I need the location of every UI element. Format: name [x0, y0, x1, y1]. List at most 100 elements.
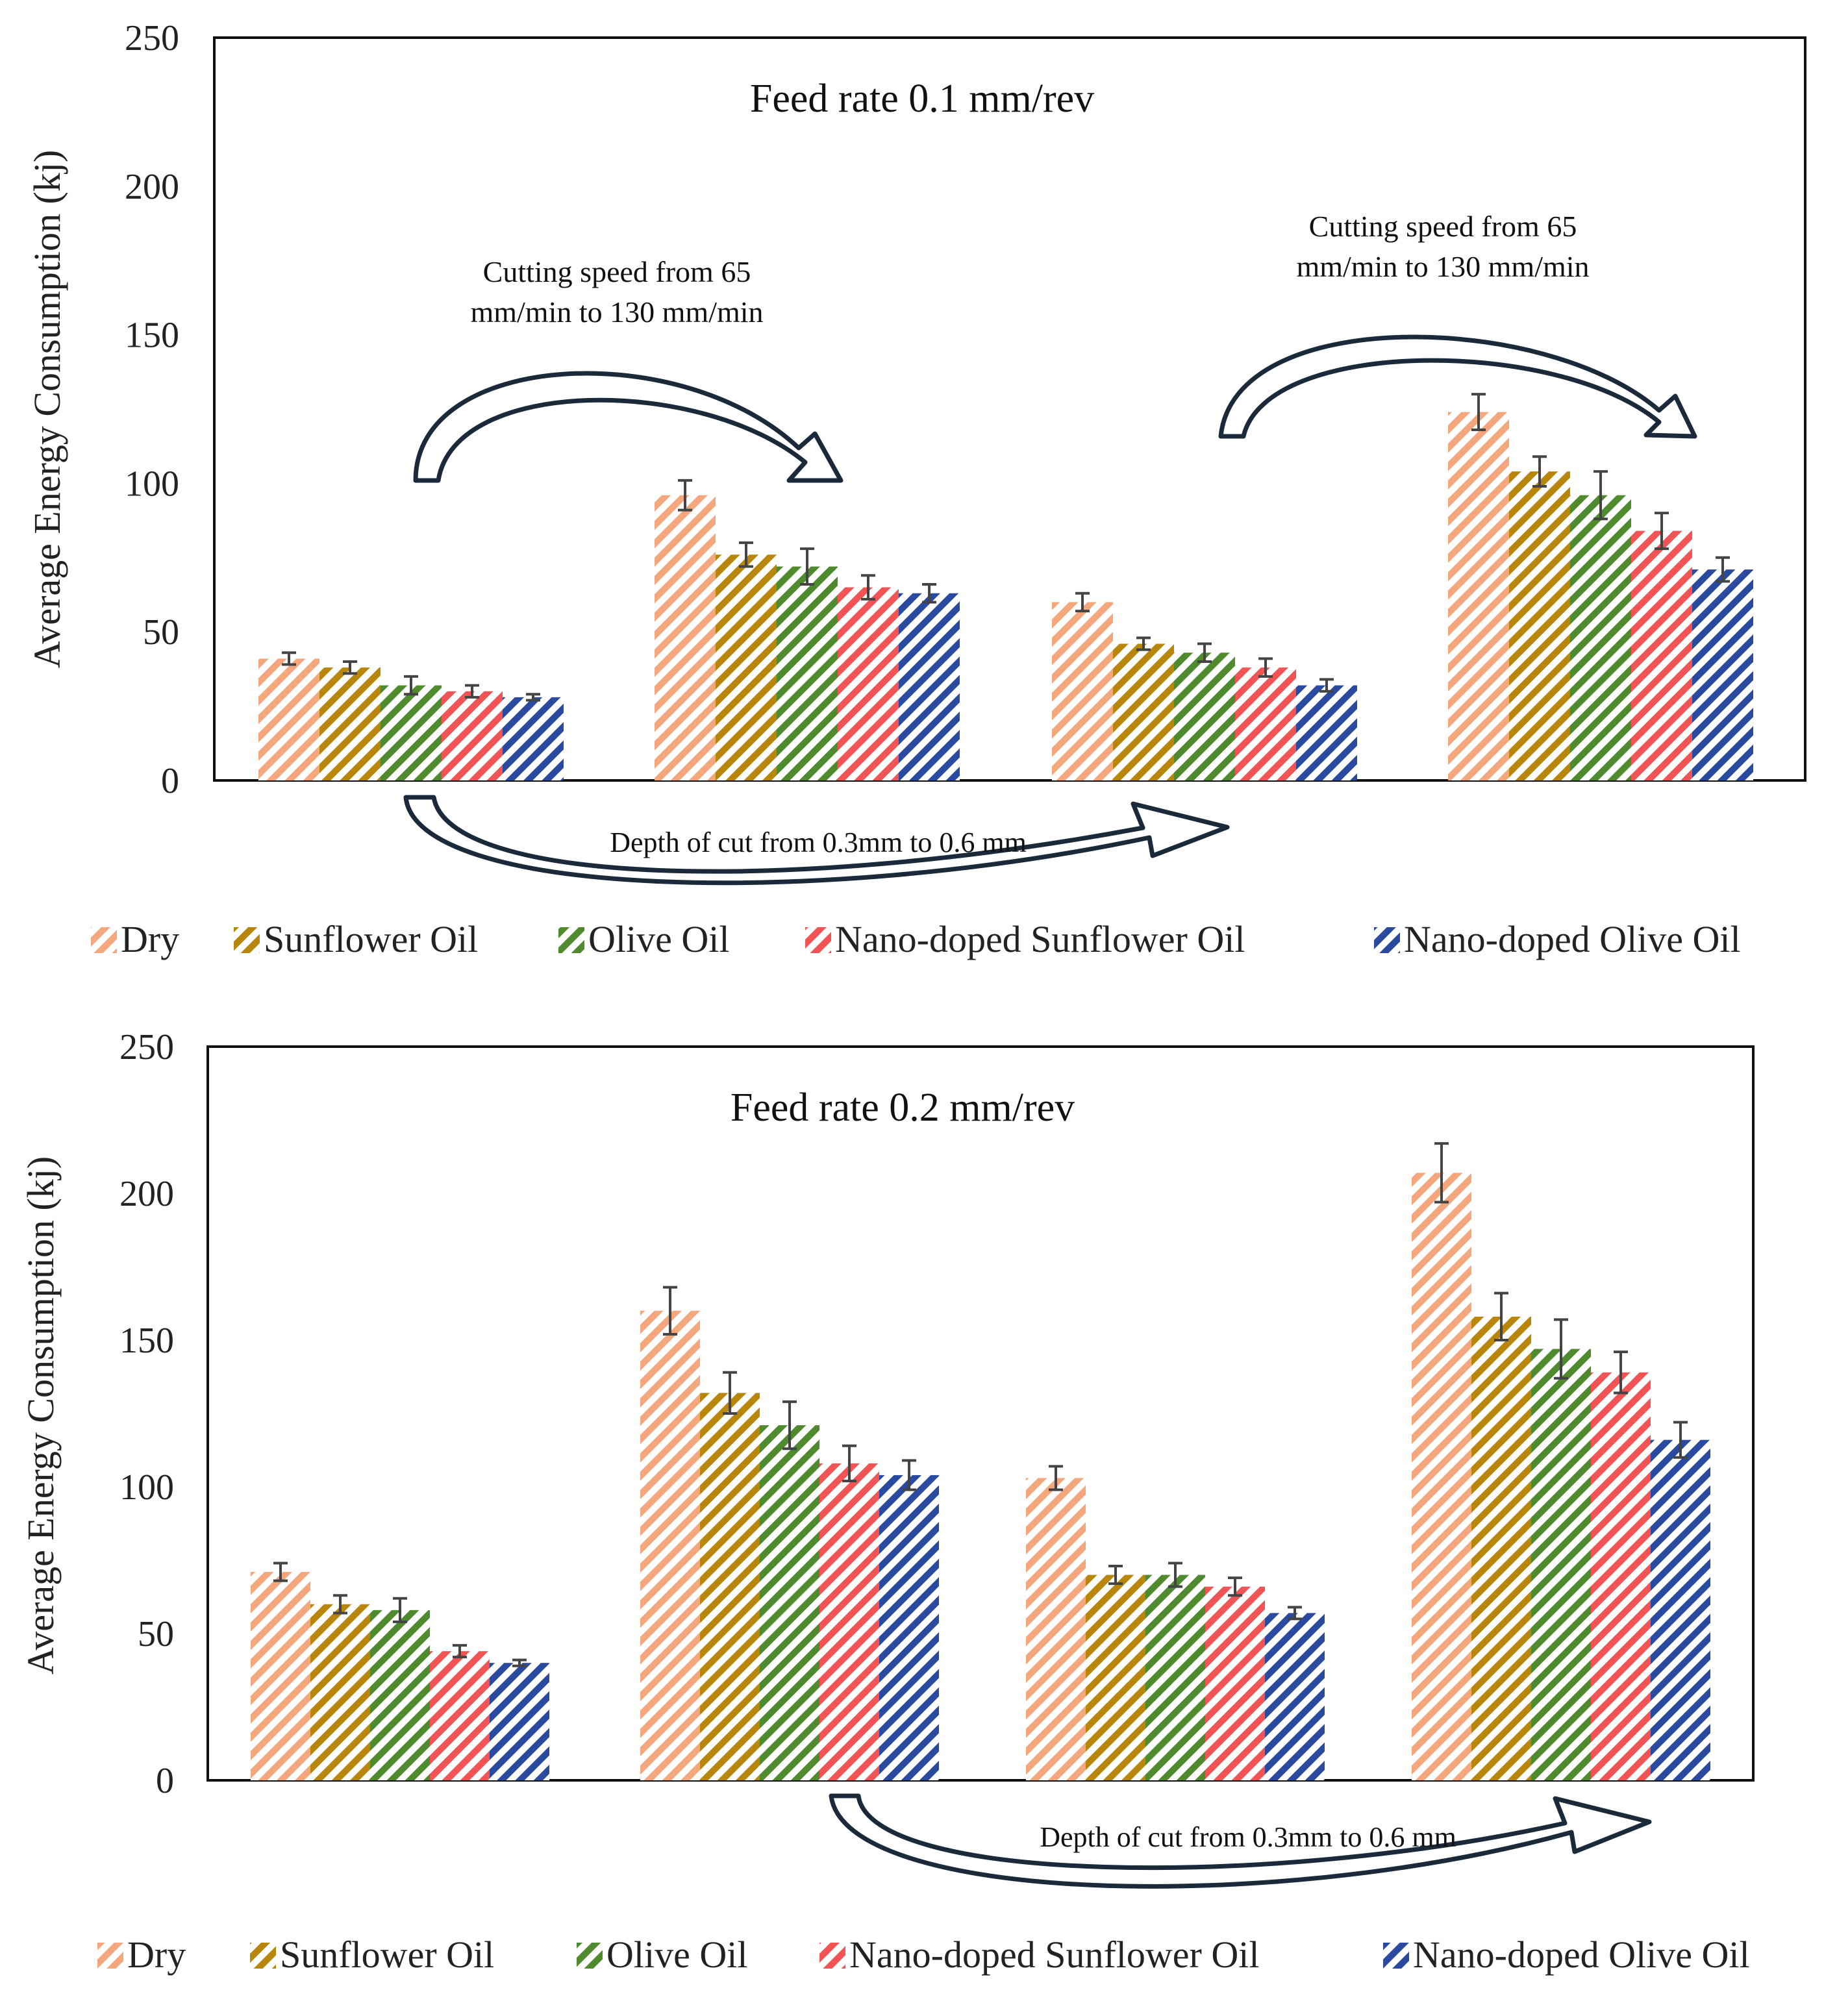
bar-nano-doped-olive-oil-group-3: [1265, 1613, 1325, 1780]
error-bar-dry-group-4: [1434, 1142, 1449, 1204]
y-tick-150: 150: [125, 316, 179, 356]
legend-label-sunflower-oil: Sunflower Oil: [264, 918, 478, 960]
error-bars-group: [282, 393, 1730, 702]
legend-label-sunflower-oil: Sunflower Oil: [280, 1934, 494, 1976]
error-bar-dry-group-1: [273, 1562, 288, 1582]
legend-label-dry: Dry: [127, 1934, 186, 1976]
error-bar-nano-doped-olive-oil-group-3: [1319, 678, 1334, 693]
legend-swatch-dry: [91, 927, 117, 953]
bar-nano-doped-olive-oil-group-4: [1651, 1439, 1710, 1780]
error-bar-dry-group-2: [663, 1286, 677, 1336]
legend-swatch-nano-doped-sunflower-oil: [819, 1943, 845, 1969]
error-bar-olive-oil-group-1: [393, 1597, 407, 1623]
legend-swatch-nano-doped-sunflower-oil: [805, 927, 831, 953]
bar-nano-doped-olive-oil-group-1: [490, 1663, 549, 1780]
legend-item-nano-doped-olive-oil: Nano-doped Olive Oil: [1383, 1934, 1750, 1976]
curved-arrow-depth: [829, 1793, 1652, 1889]
error-bar-nano-doped-sunflower-oil-group-4: [1655, 512, 1669, 551]
curved-arrow-speed-1: [413, 371, 844, 483]
error-bar-dry-group-4: [1471, 393, 1486, 432]
y-tick-labels: 0 50 100 150 200 250: [125, 18, 179, 801]
bar-sunflower-oil-group-2: [716, 554, 777, 780]
bar-sunflower-oil-group-1: [319, 667, 381, 780]
chart-feed-0-2: 0 50 100 150 200 250 Feed rate 0.2 mm/rev Ave…: [19, 1027, 1755, 1976]
error-bar-nano-doped-sunflower-oil-group-2: [842, 1444, 856, 1482]
bar-sunflower-oil-group-1: [310, 1604, 370, 1780]
annotation-depth-text: Depth of cut from 0.3mm to 0.6 mm: [610, 827, 1027, 858]
bar-dry-group-2: [640, 1310, 700, 1780]
bar-dry-group-1: [251, 1572, 310, 1780]
bar-sunflower-oil-group-4: [1509, 471, 1570, 780]
bar-dry-group-3: [1026, 1478, 1086, 1780]
chart-title: Feed rate 0.1 mm/rev: [750, 77, 1094, 121]
error-bar-sunflower-oil-group-1: [333, 1594, 347, 1615]
legend-swatch-dry: [97, 1943, 123, 1969]
error-bar-nano-doped-olive-oil-group-1: [526, 693, 540, 702]
bar-olive-oil-group-2: [777, 566, 838, 780]
error-bar-sunflower-oil-group-4: [1494, 1291, 1508, 1341]
bars-group: [258, 412, 1753, 780]
bar-dry-group-3: [1052, 602, 1113, 780]
bar-dry-group-4: [1448, 412, 1509, 780]
error-bar-sunflower-oil-group-2: [723, 1371, 737, 1415]
bar-dry-group-4: [1412, 1173, 1471, 1780]
annotation-depth-text: Depth of cut from 0.3mm to 0.6 mm: [1040, 1821, 1456, 1853]
error-bar-nano-doped-sunflower-oil-group-3: [1228, 1576, 1242, 1597]
legend-label-nano-doped-sunflower-oil: Nano-doped Sunflower Oil: [835, 918, 1245, 960]
bar-dry-group-1: [258, 658, 319, 780]
error-bar-nano-doped-olive-oil-group-3: [1288, 1606, 1302, 1621]
error-bar-sunflower-oil-group-4: [1532, 455, 1547, 488]
bar-olive-oil-group-4: [1570, 495, 1631, 780]
bar-olive-oil-group-4: [1531, 1349, 1591, 1780]
error-bars-group: [273, 1142, 1688, 1667]
annotation-speed-1-line-1: Cutting speed from 65: [483, 255, 751, 288]
y-tick-50: 50: [138, 1614, 174, 1654]
bar-olive-oil-group-1: [381, 685, 442, 780]
y-tick-100: 100: [125, 464, 179, 504]
legend-swatch-sunflower-oil: [234, 927, 260, 953]
bar-nano-doped-olive-oil-group-4: [1692, 569, 1753, 780]
chart-feed-0-1: 0 50 100 150 200 250 Feed rate 0.1 mm/rev Ave…: [26, 18, 1806, 960]
bar-nano-doped-sunflower-oil-group-1: [430, 1651, 490, 1780]
legend-item-dry: Dry: [91, 918, 179, 960]
curved-arrow-depth: [403, 795, 1230, 886]
error-bar-nano-doped-sunflower-oil-group-1: [453, 1644, 467, 1659]
error-bar-olive-oil-group-2: [800, 547, 814, 586]
bar-olive-oil-group-1: [370, 1610, 430, 1780]
error-bar-nano-doped-olive-oil-group-1: [512, 1658, 527, 1667]
bar-nano-doped-sunflower-oil-group-4: [1591, 1372, 1651, 1780]
legend-swatch-sunflower-oil: [250, 1943, 276, 1969]
error-bar-nano-doped-sunflower-oil-group-1: [465, 684, 479, 699]
bar-nano-doped-olive-oil-group-2: [899, 593, 960, 780]
error-bar-nano-doped-olive-oil-group-2: [922, 582, 936, 604]
error-bar-sunflower-oil-group-1: [343, 660, 357, 675]
legend-swatch-olive-oil: [558, 927, 584, 953]
error-bar-olive-oil-group-3: [1168, 1562, 1182, 1588]
error-bar-dry-group-1: [282, 651, 296, 666]
error-bar-olive-oil-group-1: [404, 675, 418, 696]
legend: Dry Sunflower Oil Olive Oil Nano-doped Sunf…: [91, 918, 1741, 960]
bar-nano-doped-sunflower-oil-group-3: [1205, 1586, 1265, 1780]
y-tick-labels: 0 50 100 150 200 250: [119, 1027, 174, 1801]
error-bar-nano-doped-sunflower-oil-group-3: [1258, 657, 1273, 678]
error-bar-nano-doped-sunflower-oil-group-4: [1614, 1350, 1628, 1395]
legend-item-olive-oil: Olive Oil: [577, 1934, 747, 1976]
bar-nano-doped-sunflower-oil-group-2: [819, 1463, 879, 1780]
error-bar-dry-group-3: [1049, 1465, 1063, 1491]
bar-sunflower-oil-group-3: [1113, 643, 1174, 780]
bar-olive-oil-group-3: [1174, 653, 1235, 780]
legend-item-olive-oil: Olive Oil: [558, 918, 729, 960]
legend-swatch-olive-oil: [577, 1943, 603, 1969]
y-axis-label: Average Energy Consumption (kj): [26, 150, 68, 668]
bar-nano-doped-sunflower-oil-group-2: [838, 587, 899, 780]
error-bar-sunflower-oil-group-2: [739, 541, 753, 568]
y-tick-250: 250: [119, 1027, 174, 1067]
legend-swatch-nano-doped-olive-oil: [1383, 1943, 1409, 1969]
error-bar-sunflower-oil-group-3: [1136, 636, 1151, 651]
legend-item-sunflower-oil: Sunflower Oil: [250, 1934, 494, 1976]
error-bar-nano-doped-olive-oil-group-2: [902, 1459, 916, 1491]
error-bar-nano-doped-sunflower-oil-group-2: [861, 574, 875, 601]
legend-swatch-nano-doped-olive-oil: [1374, 927, 1400, 953]
bar-nano-doped-sunflower-oil-group-1: [442, 691, 503, 780]
error-bar-olive-oil-group-2: [782, 1400, 797, 1450]
